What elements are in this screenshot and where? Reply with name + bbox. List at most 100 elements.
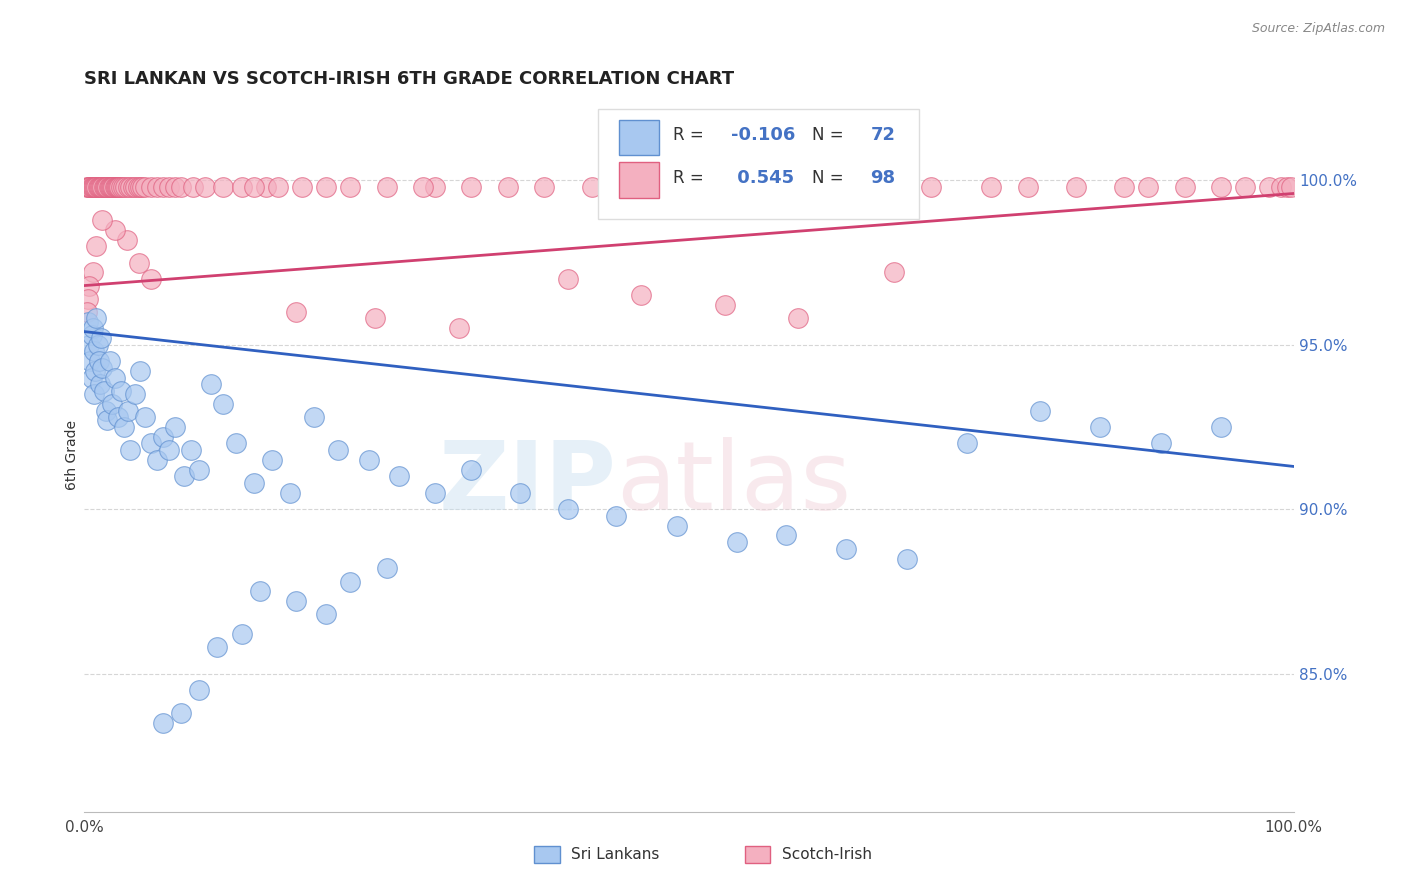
Point [285, 305, 308, 319]
Text: R =: R = [673, 127, 709, 145]
Text: -0.106: -0.106 [731, 127, 796, 145]
Point [328, 442, 350, 457]
Point [90, 180, 112, 194]
Point [157, 180, 180, 194]
Y-axis label: 6th Grade: 6th Grade [65, 420, 79, 490]
Point [139, 436, 162, 450]
Point [725, 535, 748, 549]
Point [1028, 403, 1050, 417]
Point [91, 212, 114, 227]
Point [375, 561, 398, 575]
Text: Sri Lankans: Sri Lankans [571, 847, 659, 862]
Point [124, 180, 146, 194]
Point [152, 715, 174, 730]
Point [83, 344, 105, 359]
Point [956, 436, 979, 450]
Point [980, 180, 1002, 194]
Point [665, 518, 688, 533]
Point [859, 180, 882, 194]
Point [82, 180, 104, 194]
Point [80, 370, 103, 384]
Point [104, 180, 127, 194]
Point [104, 222, 127, 236]
Text: Scotch-Irish: Scotch-Irish [782, 847, 872, 862]
Point [100, 180, 122, 194]
Point [79, 354, 101, 368]
Point [678, 180, 700, 194]
Point [617, 180, 640, 194]
Point [835, 541, 858, 556]
Point [87, 180, 110, 194]
Point [173, 469, 195, 483]
Point [581, 180, 603, 194]
Point [1064, 180, 1087, 194]
Point [254, 180, 277, 194]
Point [242, 475, 264, 490]
Point [1174, 180, 1197, 194]
Point [146, 180, 169, 194]
Point [77, 315, 100, 329]
Point [1277, 180, 1299, 194]
Point [82, 321, 104, 335]
Point [117, 180, 139, 194]
Point [260, 453, 283, 467]
Point [278, 485, 301, 500]
Point [1234, 180, 1257, 194]
Point [423, 180, 446, 194]
Point [460, 463, 482, 477]
Point [1137, 180, 1160, 194]
Text: ZIP: ZIP [439, 437, 616, 530]
Point [97, 180, 120, 194]
Point [79, 180, 101, 194]
Point [110, 384, 132, 398]
Point [231, 180, 253, 194]
Point [1258, 180, 1281, 194]
Point [80, 180, 103, 194]
FancyBboxPatch shape [619, 162, 659, 198]
Point [165, 180, 187, 194]
Point [107, 410, 129, 425]
Point [1209, 180, 1232, 194]
Point [231, 627, 253, 641]
Point [96, 180, 118, 194]
Point [180, 442, 202, 457]
Point [188, 683, 211, 698]
Point [285, 594, 308, 608]
Point [920, 180, 942, 194]
Point [93, 180, 115, 194]
Point [77, 337, 100, 351]
Point [86, 337, 108, 351]
Point [630, 288, 652, 302]
Point [714, 298, 737, 312]
Point [104, 370, 127, 384]
Point [557, 502, 579, 516]
Point [146, 453, 169, 467]
FancyBboxPatch shape [599, 109, 918, 219]
Point [129, 180, 152, 194]
Text: 72: 72 [870, 127, 896, 145]
Point [76, 180, 98, 194]
Point [86, 239, 108, 253]
Point [152, 430, 174, 444]
Point [98, 180, 121, 194]
Point [105, 180, 128, 194]
Point [157, 442, 180, 457]
Point [76, 305, 98, 319]
Point [103, 180, 125, 194]
Point [101, 180, 124, 194]
Point [339, 574, 361, 589]
Text: SRI LANKAN VS SCOTCH-IRISH 6TH GRADE CORRELATION CHART: SRI LANKAN VS SCOTCH-IRISH 6TH GRADE COR… [84, 70, 734, 88]
Point [134, 180, 156, 194]
Text: 98: 98 [870, 169, 896, 187]
Point [89, 180, 111, 194]
Point [1209, 420, 1232, 434]
Text: atlas: atlas [616, 437, 852, 530]
Point [423, 485, 446, 500]
Point [1149, 436, 1171, 450]
Point [1270, 180, 1292, 194]
Point [212, 180, 235, 194]
Point [128, 255, 150, 269]
Point [112, 180, 135, 194]
Point [94, 403, 117, 417]
Point [1114, 180, 1136, 194]
